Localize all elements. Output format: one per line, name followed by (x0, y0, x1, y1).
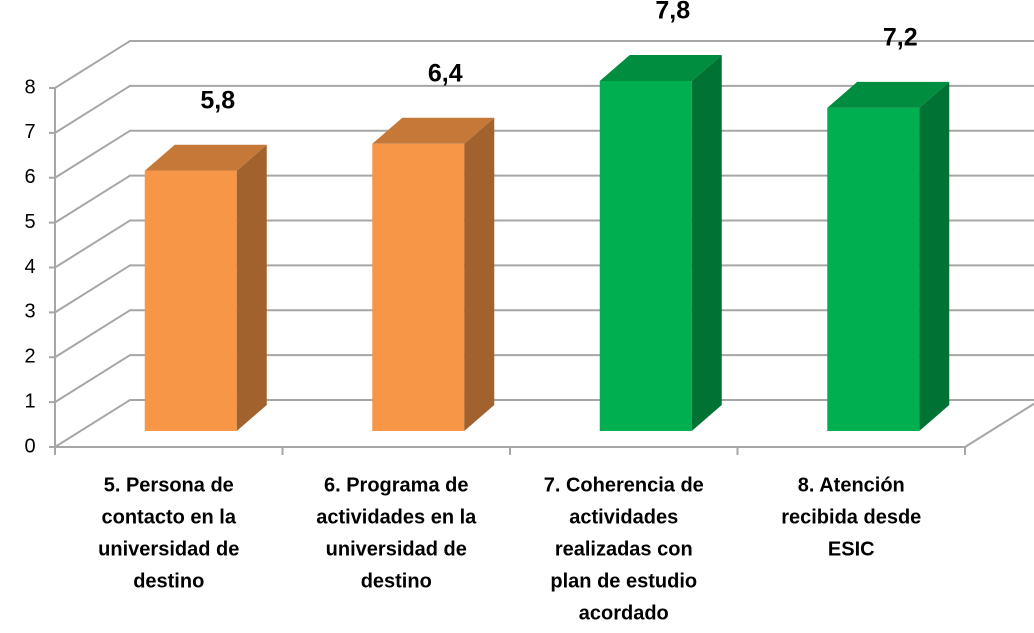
value-label: 5,8 (200, 86, 235, 114)
grid-line (54, 129, 1034, 179)
grid-line (54, 264, 1034, 314)
bar-side (919, 81, 950, 432)
value-label: 6,4 (428, 59, 463, 87)
x-tick-label: actividades (569, 506, 678, 528)
x-tick-label: destino (361, 570, 432, 592)
bar-side (691, 54, 722, 431)
y-tick-label: 8 (24, 76, 35, 98)
x-tick-label: 5. Persona de (104, 474, 234, 496)
x-tick-label: contacto en la (102, 506, 237, 528)
grid-line (54, 84, 1034, 134)
grid-line (54, 219, 1034, 269)
bar-front (827, 107, 920, 432)
x-tick-label: realizadas con (555, 538, 693, 560)
bar-front (599, 80, 692, 431)
bar-top (827, 81, 950, 108)
y-tick-label: 2 (24, 346, 35, 368)
bar-side (236, 144, 267, 431)
floor-right (964, 402, 1034, 448)
bar-top (144, 144, 267, 171)
x-tick-label: 6. Programa de (324, 474, 469, 496)
y-tick-label: 4 (24, 256, 35, 278)
y-tick-label: 6 (24, 166, 35, 188)
value-label: 7,8 (655, 0, 690, 25)
x-tick-label: 7. Coherencia de (544, 474, 704, 496)
grid-line (54, 309, 1034, 359)
grid-line (54, 354, 1034, 403)
x-tick-label: universidad de (98, 538, 239, 560)
bar-side (464, 117, 495, 432)
x-tick-label: actividades en la (316, 506, 477, 528)
x-tick-label: 8. Atención (798, 474, 905, 496)
y-tick-label: 1 (24, 390, 35, 412)
bar-front (372, 143, 465, 432)
value-label: 7,2 (883, 24, 918, 52)
x-tick-label: destino (133, 570, 204, 592)
x-tick-label: plan de estudio (550, 570, 697, 592)
y-tick-label: 0 (24, 435, 35, 457)
bar-front (144, 170, 237, 431)
x-tick-label: universidad de (326, 538, 467, 560)
x-tick-label: ESIC (828, 538, 875, 560)
bar-top (599, 54, 722, 81)
grid-line (54, 40, 1034, 89)
grid-line (54, 399, 1034, 448)
x-tick-label: recibida desde (781, 506, 921, 528)
y-tick-label: 3 (24, 301, 35, 323)
bar-top (372, 117, 495, 144)
x-tick-label: acordado (579, 602, 669, 624)
grid-line (54, 174, 1034, 224)
y-tick-label: 5 (24, 211, 35, 233)
y-tick-label: 7 (24, 121, 35, 143)
